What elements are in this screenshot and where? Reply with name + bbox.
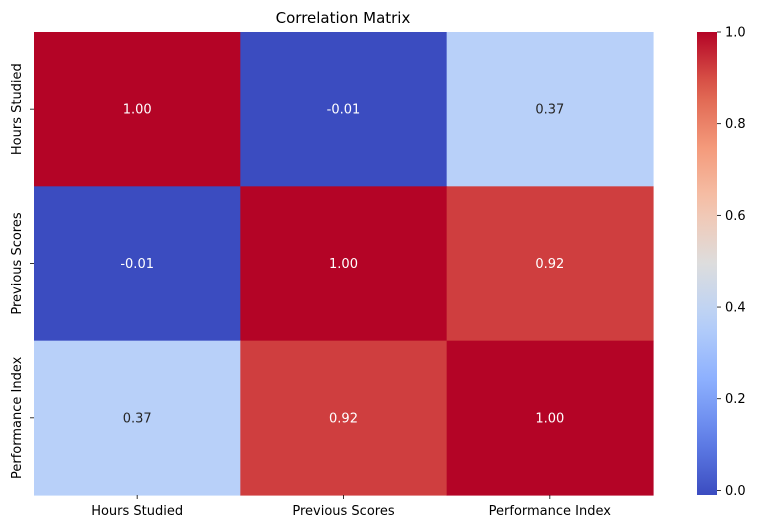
colorbar-gradient xyxy=(697,32,717,495)
cell-annotations: 1.00 -0.01 0.37 -0.01 1.00 0.92 0.37 0.92 1.00 xyxy=(120,103,564,427)
colorbar-tick-label: 0.8 xyxy=(725,117,746,132)
colorbar-tick-label: 0.0 xyxy=(725,484,746,499)
cell-annotation: 1.00 xyxy=(123,103,152,118)
y-tick-label: Hours Studied xyxy=(10,63,25,155)
cell-annotation: -0.01 xyxy=(327,103,361,118)
cell-annotation: 1.00 xyxy=(329,257,358,272)
x-axis: Hours Studied Previous Scores Performance … xyxy=(91,494,612,519)
heatmap-cell xyxy=(34,186,241,342)
colorbar-tick-label: 0.6 xyxy=(725,209,746,224)
heatmap-cell xyxy=(34,32,241,187)
y-tick-label: Performance Index xyxy=(10,356,25,479)
colorbar-tick-label: 1.0 xyxy=(725,26,746,41)
cell-annotation: 0.37 xyxy=(123,411,152,426)
heatmap-cell xyxy=(240,32,448,187)
heatmap-cell xyxy=(240,340,448,496)
heatmap-cell xyxy=(446,340,654,496)
chart-title: Correlation Matrix xyxy=(276,9,411,27)
heatmap-cell xyxy=(446,32,654,187)
cell-annotation: 1.00 xyxy=(535,411,564,426)
x-tick-label: Hours Studied xyxy=(91,504,183,519)
heatmap-cell xyxy=(446,186,654,342)
heatmap-cell xyxy=(34,340,241,496)
heatmap-cell xyxy=(240,186,448,342)
x-tick-label: Performance Index xyxy=(489,504,612,519)
y-axis: Hours Studied Previous Scores Performance … xyxy=(10,63,34,479)
colorbar: 0.0 0.2 0.4 0.6 0.8 1.0 xyxy=(697,26,746,499)
x-tick-label: Previous Scores xyxy=(292,504,394,519)
colorbar-tick-label: 0.4 xyxy=(725,301,746,316)
y-tick-label: Previous Scores xyxy=(10,212,25,314)
cell-annotation: 0.92 xyxy=(329,411,358,426)
cell-annotation: -0.01 xyxy=(120,257,154,272)
colorbar-tick-label: 0.2 xyxy=(725,392,746,407)
cell-annotation: 0.37 xyxy=(535,103,564,118)
cell-annotation: 0.92 xyxy=(535,257,564,272)
heatmap-cells xyxy=(34,32,654,496)
